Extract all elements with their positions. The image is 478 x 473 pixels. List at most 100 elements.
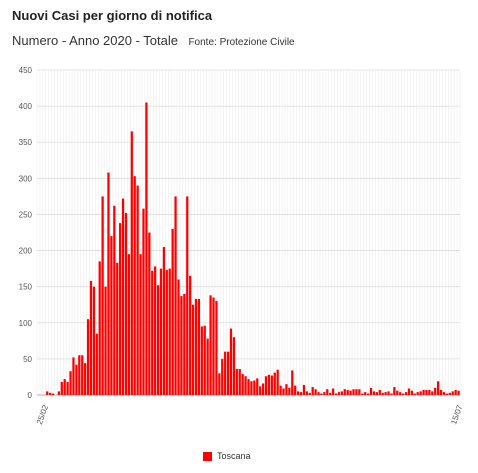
bar: [194, 298, 198, 395]
bar: [247, 379, 250, 395]
bar: [238, 369, 241, 395]
bar: [439, 389, 443, 395]
bar: [116, 262, 119, 395]
bar: [159, 268, 163, 395]
bar: [323, 392, 326, 395]
chart-source: Fonte: Protezione Civile: [188, 37, 295, 48]
bar: [326, 389, 329, 395]
bar: [49, 392, 52, 395]
bar: [282, 388, 285, 395]
bar: [451, 391, 454, 395]
bar: [212, 297, 215, 395]
bar: [378, 389, 381, 395]
bar: [387, 391, 390, 395]
bar: [358, 389, 361, 395]
bar: [305, 391, 308, 395]
bar: [320, 393, 323, 395]
bar: [340, 391, 343, 395]
bar: [154, 266, 157, 395]
bar: [84, 363, 87, 395]
bar: [75, 364, 78, 395]
bar: [46, 391, 49, 395]
legend[interactable]: Toscana: [203, 451, 251, 461]
bar: [442, 392, 446, 395]
bar: [253, 380, 256, 395]
bar: [302, 384, 306, 395]
bar: [375, 392, 378, 395]
bar: [51, 393, 55, 395]
bar: [279, 385, 282, 395]
x-axis-ticks: 25/02 15/07: [35, 403, 465, 425]
bar: [189, 275, 192, 395]
bar: [454, 389, 457, 395]
bar: [428, 389, 431, 395]
bar: [331, 388, 335, 395]
bar: [384, 392, 387, 395]
bar: [139, 254, 142, 395]
bar: [191, 304, 195, 395]
bar: [425, 389, 428, 395]
bar: [229, 328, 233, 395]
bar: [72, 357, 75, 395]
bar: [171, 228, 174, 395]
bar: [162, 246, 166, 395]
bar: [431, 391, 434, 395]
bar: [410, 390, 413, 395]
bar: [232, 337, 236, 395]
bar: [404, 392, 408, 395]
bar: [396, 390, 399, 395]
legend-label: Toscana: [217, 451, 251, 461]
bar: [402, 393, 405, 395]
bar: [226, 351, 230, 395]
bar: [399, 392, 402, 395]
bar: [355, 389, 358, 395]
bar: [165, 270, 168, 395]
bar: [372, 391, 376, 395]
bar: [244, 376, 247, 395]
bar: [267, 374, 271, 395]
bar: [294, 385, 297, 395]
y-tick-label: 50: [23, 355, 32, 364]
bar: [156, 285, 160, 395]
legend-swatch: [203, 451, 212, 461]
bar: [393, 387, 396, 395]
vertical-gridlines: [36, 70, 461, 395]
bar: [98, 261, 101, 395]
bar: [259, 386, 262, 395]
bar: [101, 196, 104, 395]
bar: [413, 393, 416, 395]
bar: [343, 389, 346, 395]
y-tick-label: 350: [19, 138, 33, 147]
bar: [168, 268, 171, 395]
chart-subtitle: Numero - Anno 2020 - Totale: [12, 33, 178, 48]
bar: [221, 358, 224, 395]
y-tick-label: 250: [19, 210, 33, 219]
bar: [183, 293, 186, 395]
bar: [78, 355, 81, 395]
bar: [66, 382, 69, 395]
bar: [145, 102, 148, 395]
bar: [124, 213, 128, 395]
bar: [133, 176, 136, 395]
bar: [299, 392, 303, 395]
y-tick-label: 200: [19, 247, 33, 256]
bar: [390, 393, 393, 395]
bar: [177, 279, 180, 395]
bar: [250, 381, 253, 395]
bar: [235, 369, 238, 395]
bar: [291, 370, 294, 395]
bar: [308, 392, 311, 395]
bar: [174, 196, 177, 395]
bar: [200, 326, 203, 395]
bar: [107, 172, 110, 395]
bar: [224, 351, 227, 395]
bar: [367, 393, 370, 395]
bar: [256, 378, 259, 395]
bar: [270, 375, 273, 395]
bar: [95, 333, 98, 395]
bar: [180, 296, 183, 395]
bar: [89, 280, 93, 395]
y-axis-ticks: 0 50 100 150 200 250 300 350 400 450: [19, 66, 33, 400]
bar: [364, 392, 367, 395]
